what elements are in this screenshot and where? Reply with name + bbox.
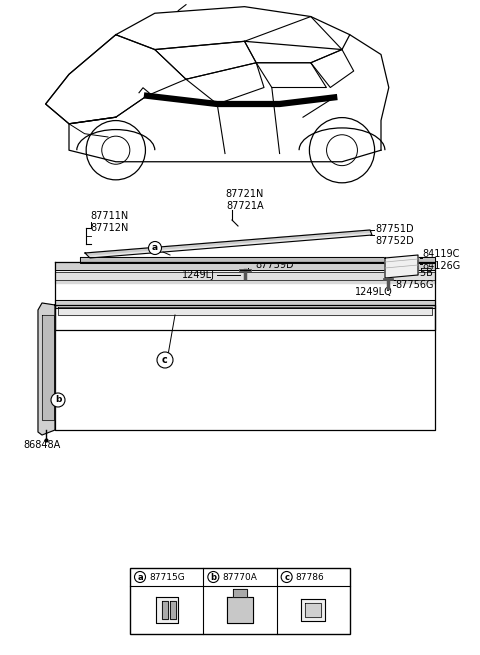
Text: a: a	[137, 572, 143, 582]
Text: 87755B
87756G: 87755B 87756G	[395, 268, 433, 290]
Bar	[130, 568, 350, 634]
Polygon shape	[85, 230, 372, 258]
Polygon shape	[162, 601, 168, 619]
Text: 1249LQ: 1249LQ	[355, 287, 393, 297]
Polygon shape	[55, 305, 435, 430]
Polygon shape	[385, 255, 418, 278]
Polygon shape	[42, 315, 54, 420]
Text: 86848A: 86848A	[24, 440, 60, 450]
Text: c: c	[162, 355, 168, 365]
Text: 87770A: 87770A	[222, 572, 257, 582]
Text: 87715G: 87715G	[149, 572, 185, 582]
Polygon shape	[55, 262, 435, 330]
Circle shape	[157, 352, 173, 368]
Polygon shape	[233, 589, 247, 597]
Text: c: c	[284, 572, 289, 582]
Text: 87759D: 87759D	[255, 260, 294, 270]
Polygon shape	[55, 300, 435, 308]
Circle shape	[148, 242, 161, 255]
Text: 87786: 87786	[296, 572, 324, 582]
Text: 84119C
84126G: 84119C 84126G	[422, 249, 460, 271]
Circle shape	[208, 572, 219, 582]
Text: b: b	[210, 572, 216, 582]
Polygon shape	[227, 597, 253, 623]
Polygon shape	[55, 262, 435, 270]
Text: b: b	[55, 396, 61, 405]
Polygon shape	[301, 599, 325, 621]
Text: 87721N
87721A: 87721N 87721A	[226, 189, 264, 211]
Polygon shape	[85, 230, 372, 255]
Polygon shape	[80, 257, 435, 263]
Text: a: a	[152, 244, 158, 252]
Text: 1249LJ: 1249LJ	[182, 270, 215, 280]
Polygon shape	[305, 603, 321, 617]
Polygon shape	[55, 280, 435, 283]
Polygon shape	[169, 601, 176, 619]
Polygon shape	[38, 303, 55, 435]
Text: 87711N
87712N: 87711N 87712N	[90, 211, 128, 233]
Polygon shape	[156, 597, 178, 623]
Circle shape	[281, 572, 292, 582]
Circle shape	[51, 393, 65, 407]
Circle shape	[134, 572, 145, 582]
Polygon shape	[55, 272, 435, 280]
Text: 87751D
87752D: 87751D 87752D	[375, 224, 414, 246]
Polygon shape	[58, 307, 432, 315]
